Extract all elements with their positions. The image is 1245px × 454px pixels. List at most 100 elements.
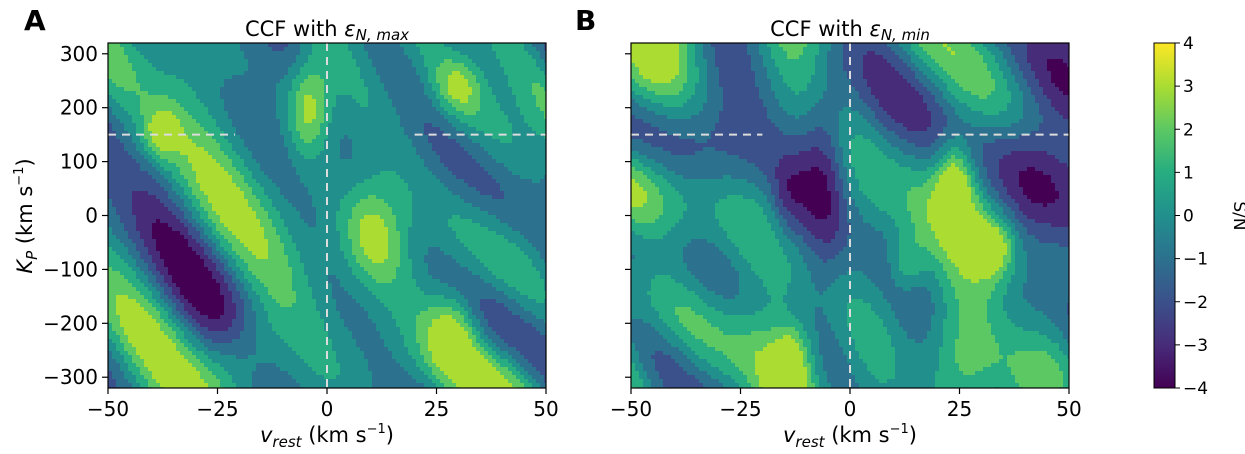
- heatmap-cell: [180, 355, 185, 360]
- heatmap-cell: [300, 203, 305, 208]
- heatmap-cell: [264, 363, 269, 368]
- heatmap-cell: [200, 211, 205, 216]
- heatmap-cell: [160, 151, 165, 156]
- heatmap-cell: [324, 123, 329, 128]
- heatmap-cell: [308, 383, 313, 388]
- heatmap-cell: [120, 271, 125, 276]
- heatmap-cell: [168, 259, 173, 264]
- heatmap-cell: [204, 219, 209, 224]
- heatmap-cell: [288, 59, 293, 64]
- heatmap-cell: [320, 223, 325, 228]
- heatmap-cell: [204, 111, 209, 116]
- heatmap-cell: [148, 183, 153, 188]
- heatmap-cell: [152, 359, 157, 364]
- heatmap-cell: [188, 71, 193, 76]
- heatmap-cell: [248, 79, 253, 84]
- heatmap-cell: [116, 251, 121, 256]
- heatmap-cell: [184, 383, 189, 388]
- heatmap-cell: [112, 155, 117, 160]
- heatmap-cell: [136, 131, 141, 136]
- heatmap-cell: [228, 75, 233, 80]
- heatmap-cell: [264, 103, 269, 108]
- heatmap-cell: [124, 295, 129, 300]
- heatmap-cell: [120, 111, 125, 116]
- heatmap-cell: [252, 151, 257, 156]
- heatmap-cell: [176, 231, 181, 236]
- heatmap-cell: [140, 103, 145, 108]
- heatmap-cell: [244, 267, 249, 272]
- heatmap-cell: [308, 187, 313, 192]
- heatmap-cell: [184, 43, 189, 48]
- heatmap-cell: [316, 139, 321, 144]
- heatmap-cell: [228, 299, 233, 304]
- heatmap-cell: [180, 47, 185, 52]
- heatmap-cell: [224, 307, 229, 312]
- heatmap-cell: [232, 371, 237, 376]
- heatmap-cell: [176, 75, 181, 80]
- heatmap-cell: [312, 311, 317, 316]
- heatmap-cell: [108, 139, 113, 144]
- heatmap-cell: [156, 263, 161, 268]
- heatmap-cell: [240, 163, 245, 168]
- heatmap-cell: [120, 347, 125, 352]
- heatmap-cell: [120, 255, 125, 260]
- heatmap-cell: [224, 379, 229, 384]
- heatmap-cell: [292, 231, 297, 236]
- heatmap-cell: [316, 175, 321, 180]
- heatmap-cell: [200, 291, 205, 296]
- heatmap-cell: [164, 123, 169, 128]
- heatmap-cell: [296, 99, 301, 104]
- heatmap-cell: [176, 43, 181, 48]
- heatmap-cell: [284, 147, 289, 152]
- heatmap-cell: [312, 247, 317, 252]
- heatmap-cell: [196, 255, 201, 260]
- heatmap-cell: [296, 339, 301, 344]
- heatmap-cell: [112, 211, 117, 216]
- heatmap-cell: [240, 311, 245, 316]
- heatmap-cell: [296, 347, 301, 352]
- heatmap-cell: [120, 139, 125, 144]
- heatmap-cell: [156, 219, 161, 224]
- heatmap-cell: [328, 111, 333, 116]
- heatmap-cell: [112, 279, 117, 284]
- heatmap-cell: [176, 227, 181, 232]
- heatmap-cell: [220, 311, 225, 316]
- heatmap-cell: [236, 351, 241, 356]
- heatmap-cell: [296, 143, 301, 148]
- heatmap-cell: [328, 107, 333, 112]
- heatmap-cell: [160, 131, 165, 136]
- heatmap-cell: [312, 327, 317, 332]
- heatmap-cell: [276, 75, 281, 80]
- heatmap-cell: [308, 243, 313, 248]
- heatmap-cell: [228, 115, 233, 120]
- heatmap-cell: [160, 155, 165, 160]
- heatmap-cell: [244, 187, 249, 192]
- heatmap-cell: [260, 271, 265, 276]
- heatmap-cell: [320, 191, 325, 196]
- heatmap-cell: [172, 179, 177, 184]
- heatmap-cell: [244, 143, 249, 148]
- heatmap-cell: [108, 167, 113, 172]
- heatmap-cell: [112, 283, 117, 288]
- heatmap-cell: [164, 111, 169, 116]
- heatmap-cell: [228, 359, 233, 364]
- heatmap-cell: [336, 179, 341, 184]
- heatmap-cell: [316, 291, 321, 296]
- heatmap-cell: [156, 211, 161, 216]
- heatmap-cell: [164, 131, 169, 136]
- heatmap-cell: [316, 263, 321, 268]
- heatmap-cell: [180, 63, 185, 68]
- heatmap-cell: [144, 171, 149, 176]
- heatmap-cell: [204, 67, 209, 72]
- heatmap-cell: [300, 279, 305, 284]
- heatmap-cell: [292, 235, 297, 240]
- heatmap-cell: [196, 159, 201, 164]
- heatmap-cell: [332, 195, 337, 200]
- heatmap-cell: [172, 367, 177, 372]
- heatmap-cell: [332, 99, 337, 104]
- heatmap-cell: [196, 79, 201, 84]
- heatmap-cell: [184, 143, 189, 148]
- heatmap-cell: [128, 327, 133, 332]
- heatmap-cell: [140, 267, 145, 272]
- heatmap-cell: [320, 255, 325, 260]
